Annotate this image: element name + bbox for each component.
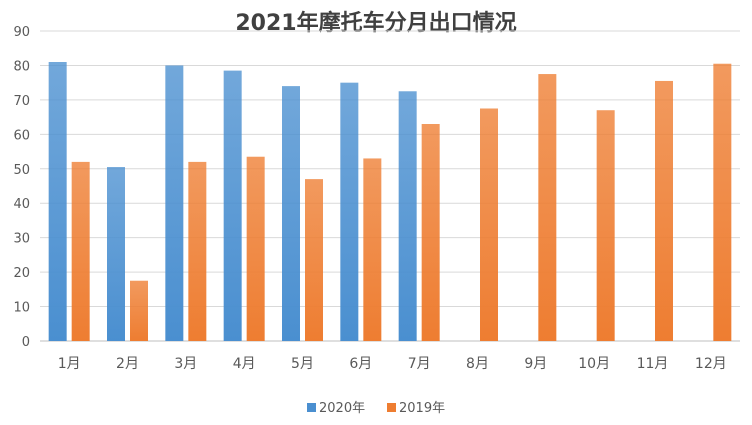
bar-2019-11 [655,80,673,341]
x-tick-label: 2月 [116,356,139,372]
grid-lines [40,30,740,342]
bar-2020-3 [165,65,184,341]
bar-2020-7 [398,91,417,342]
y-tick-label: 20 [13,266,30,281]
x-tick-label: 12月 [695,356,727,372]
legend-label: 2019年 [399,401,445,416]
y-axis-ticks: 0 10 20 30 40 50 60 70 80 90 [13,25,30,350]
x-tick-label: 6月 [349,356,372,372]
bar-2019-4 [246,156,265,341]
bar-2019-3 [188,161,207,341]
y-tick-label: 40 [13,197,30,212]
y-tick-label: 10 [13,301,30,316]
bar-2019-2 [130,280,148,341]
legend-label: 2020年 [319,401,365,416]
y-tick-label: 60 [13,128,30,143]
bar-2020-5 [282,86,300,341]
bar-2019-5 [305,179,323,341]
x-axis-ticks: 1月 2月 3月 4月 5月 6月 7月 8月 9月 10月 11月 12月 [58,356,727,372]
x-tick-label: 5月 [291,356,314,372]
x-tick-label: 4月 [233,356,256,372]
y-tick-label: 70 [13,94,30,109]
bar-2020-4 [223,70,242,341]
legend: 2020年 2019年 [307,401,445,416]
bar-2019-7 [421,124,440,341]
y-tick-label: 80 [13,59,30,74]
bar-2019-10 [596,110,615,341]
x-tick-label: 1月 [58,356,81,372]
legend-swatch [307,403,316,412]
bar-2019-8 [480,108,498,341]
bar-2019-1 [71,161,90,341]
bar-2020-6 [340,82,359,342]
x-tick-label: 3月 [174,356,197,372]
x-tick-label: 9月 [524,356,547,372]
y-tick-label: 50 [13,163,30,178]
x-tick-label: 8月 [466,356,489,372]
x-tick-label: 10月 [578,356,610,372]
y-tick-label: 30 [13,232,30,247]
bar-2020-2 [107,167,125,341]
y-tick-label: 90 [13,25,30,40]
x-tick-label: 7月 [408,356,431,372]
bars [48,62,732,342]
y-tick-label: 0 [22,335,30,350]
bar-2019-6 [363,158,382,341]
bar-2019-12 [713,63,732,341]
x-tick-label: 11月 [637,356,669,372]
legend-swatch [387,403,396,412]
chart-title: 2021年摩托车分月出口情况 [235,10,516,36]
bar-2019-9 [538,74,557,342]
bar-2020-1 [48,62,67,341]
